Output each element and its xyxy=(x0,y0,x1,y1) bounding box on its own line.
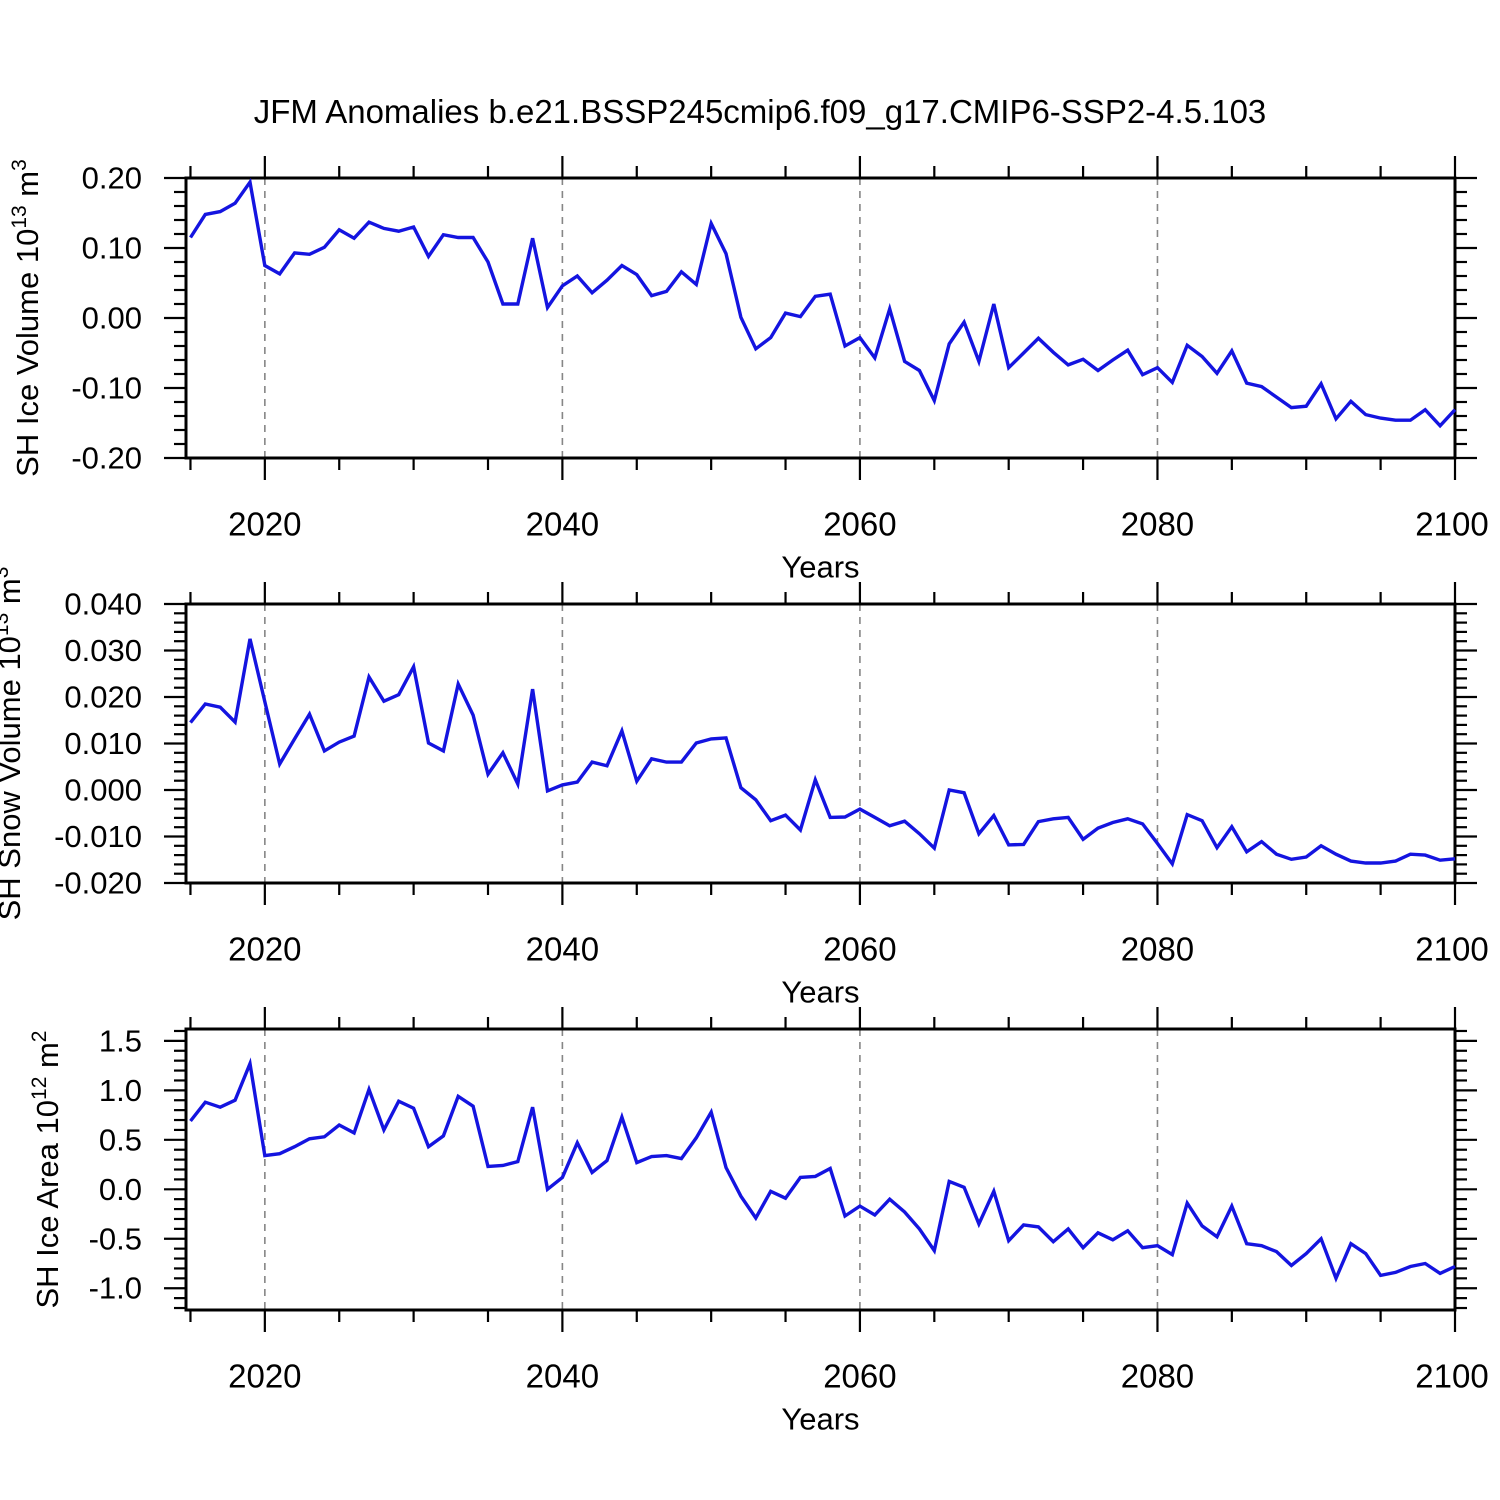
y-tick-label: -0.010 xyxy=(54,819,142,854)
x-tick-label: 2080 xyxy=(1121,506,1194,543)
x-tick-label: 2040 xyxy=(526,506,599,543)
x-tick-label: 2080 xyxy=(1121,1358,1194,1395)
y-axis-title-ice-area: SH Ice Area 1012 m2 xyxy=(28,1031,65,1309)
y-tick-label: 0.00 xyxy=(82,301,142,336)
ice-area-series-line xyxy=(189,1057,1456,1283)
y-tick-label: 0.010 xyxy=(64,726,142,761)
y-tick-label: -0.20 xyxy=(71,441,142,476)
y-tick-label: 0.030 xyxy=(64,633,142,668)
y-tick-label: 0.020 xyxy=(64,680,142,715)
x-tick-label: 2020 xyxy=(228,506,301,543)
y-tick-label: -1.0 xyxy=(89,1271,142,1306)
y-tick-label: -0.5 xyxy=(89,1221,142,1256)
chart-title: JFM Anomalies b.e21.BSSP245cmip6.f09_g17… xyxy=(254,93,1267,130)
y-tick-label: 0.000 xyxy=(64,773,142,808)
y-axis-title-ice-volume: SH Ice Volume 1013 m3 xyxy=(8,159,45,477)
y-tick-label: 1.0 xyxy=(99,1073,142,1108)
y-tick-label: 0.5 xyxy=(99,1122,142,1157)
snow-volume-series-line xyxy=(189,638,1456,868)
x-tick-label: 2040 xyxy=(526,1358,599,1395)
x-tick-label: 2080 xyxy=(1121,931,1194,968)
panel-frame-ice-volume xyxy=(184,176,1457,460)
panel-frame-ice-area xyxy=(184,1027,1457,1312)
x-tick-label: 2060 xyxy=(823,1358,896,1395)
panel-frame-snow-volume xyxy=(184,602,1457,885)
x-tick-label: 2020 xyxy=(228,931,301,968)
y-tick-label: -0.020 xyxy=(54,866,142,901)
x-tick-label: 2100 xyxy=(1415,931,1488,968)
x-axis-title: Years xyxy=(781,975,859,1010)
x-tick-label: 2020 xyxy=(228,1358,301,1395)
y-tick-label: 1.5 xyxy=(99,1023,142,1058)
x-axis-title: Years xyxy=(781,550,859,585)
y-tick-label: 0.20 xyxy=(82,161,142,196)
y-tick-label: 0.0 xyxy=(99,1172,142,1207)
y-tick-label: -0.10 xyxy=(71,371,142,406)
x-tick-label: 2060 xyxy=(823,506,896,543)
x-tick-label: 2040 xyxy=(526,931,599,968)
y-tick-label: 0.10 xyxy=(82,231,142,266)
x-axis-title: Years xyxy=(781,1402,859,1437)
y-axis-title-snow-volume: SH Snow Volume 1013 m3 xyxy=(0,567,27,921)
x-tick-label: 2100 xyxy=(1415,506,1488,543)
y-tick-label: 0.040 xyxy=(64,587,142,622)
x-tick-label: 2100 xyxy=(1415,1358,1488,1395)
x-tick-label: 2060 xyxy=(823,931,896,968)
ice-volume-series-line xyxy=(189,177,1457,429)
